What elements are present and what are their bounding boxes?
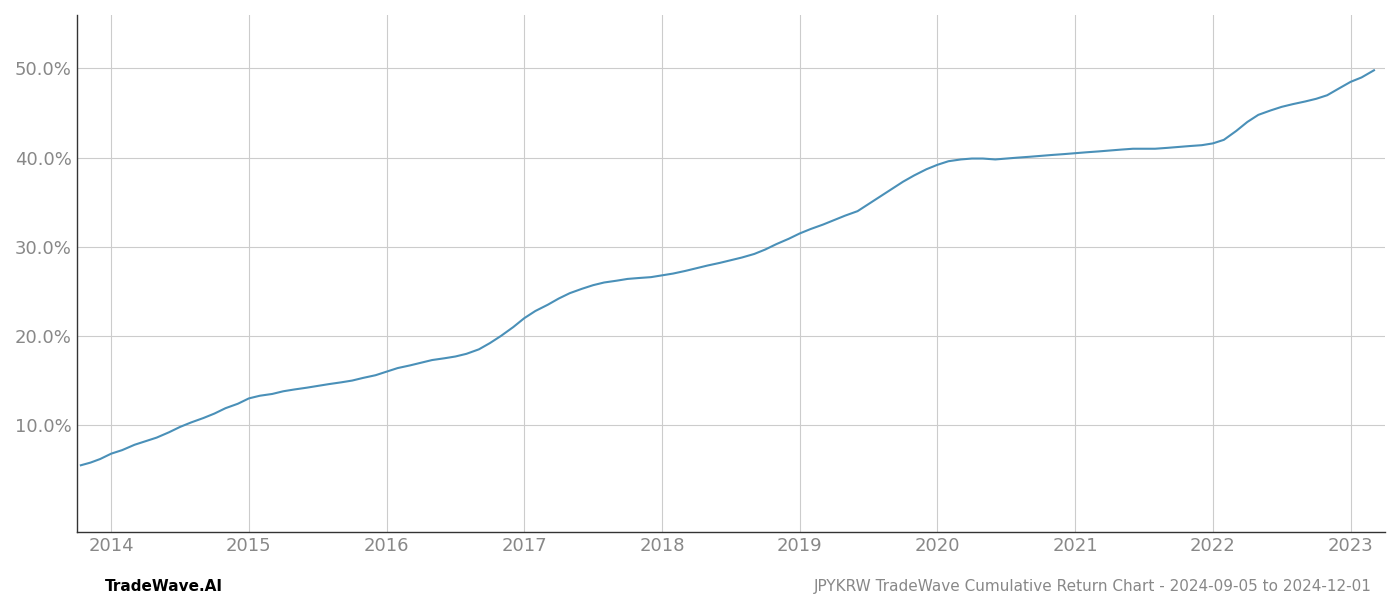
Text: JPYKRW TradeWave Cumulative Return Chart - 2024-09-05 to 2024-12-01: JPYKRW TradeWave Cumulative Return Chart…	[815, 579, 1372, 594]
Text: TradeWave.AI: TradeWave.AI	[105, 579, 223, 594]
